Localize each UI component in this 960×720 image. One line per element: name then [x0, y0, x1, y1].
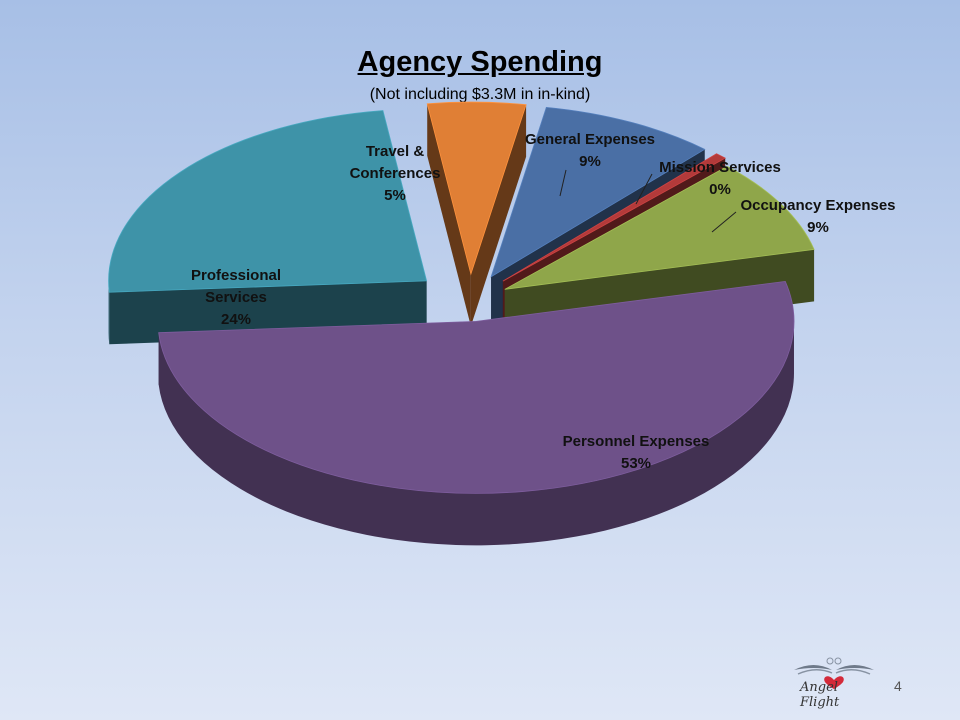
slice-label-travel-conferences: Travel & Conferences 5%: [350, 143, 441, 204]
pie-slice-mission-services: [502, 153, 727, 282]
pie-slice-rim-personnel-expenses: [158, 321, 794, 546]
pie-slice-personnel-expenses: [158, 280, 795, 494]
logo-text: Angel Flight: [800, 680, 840, 710]
angel-flight-logo-icon: [794, 657, 874, 689]
slice-label-professional-services: Professional Services 24%: [191, 267, 281, 328]
slice-label-personnel-expenses: Personnel Expenses 53%: [563, 433, 710, 472]
leader-line: [559, 169, 567, 197]
page-number: 4: [894, 678, 902, 694]
pie-slice-occupancy-expenses: [504, 165, 815, 290]
chart-title: Agency Spending: [357, 46, 603, 78]
leader-line: [635, 173, 653, 205]
slice-label-mission-services: Mission Services 0%: [659, 159, 781, 198]
pie-slice-rim-professional-services: [108, 280, 110, 345]
pie-slice-professional-services: [108, 110, 428, 293]
chart-subtitle: (Not including $3.3M in in-kind): [369, 86, 591, 103]
pie-slice-travel-conferences: [426, 101, 527, 276]
leader-line: [711, 211, 737, 233]
slice-label-occupancy-expenses: Occupancy Expenses 9%: [740, 197, 895, 236]
pie-slice-wall-travel-conferences: [427, 103, 471, 327]
pie-slice-wall-travel-conferences: [470, 104, 527, 327]
slice-label-general-expenses: General Expenses 9%: [525, 131, 655, 170]
pie-slice-general-expenses: [490, 106, 706, 278]
